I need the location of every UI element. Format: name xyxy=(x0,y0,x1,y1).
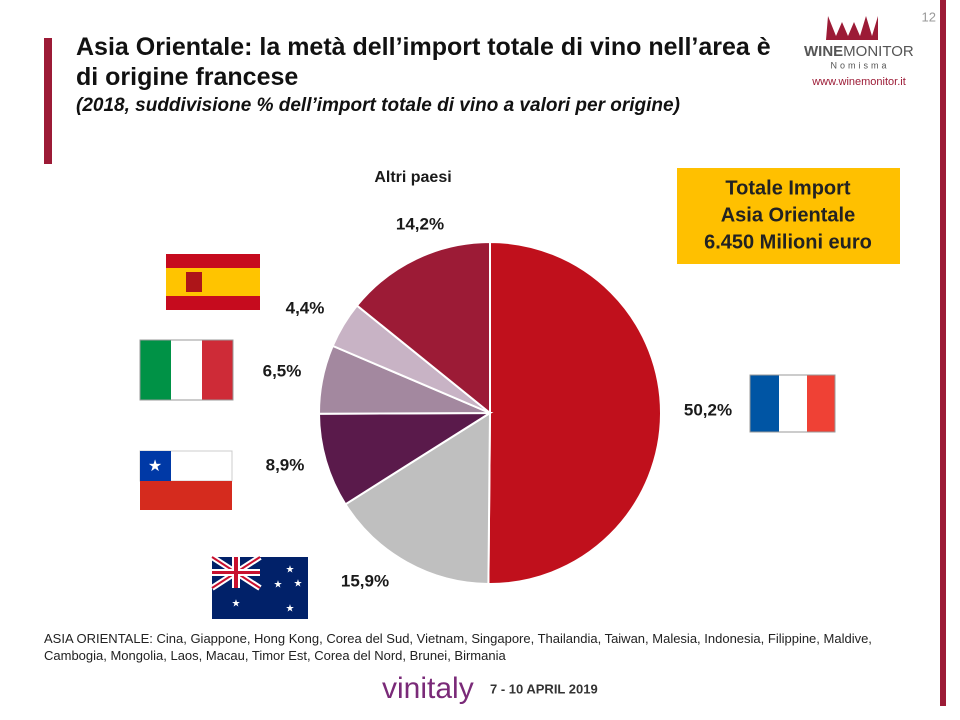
footnote-block: ASIA ORIENTALE: Cina, Giappone, Hong Kon… xyxy=(44,631,872,663)
info-line: Asia Orientale xyxy=(721,204,856,226)
footer-dates: 7 - 10 APRIL 2019 xyxy=(490,681,598,696)
svg-text:★: ★ xyxy=(286,604,295,615)
value-label: 8,9% xyxy=(266,455,305,474)
logo-url: www.winemonitor.it xyxy=(811,76,906,88)
logo-mark xyxy=(826,16,878,40)
footnote: Cina, Giappone, Hong Kong, Corea del Sud… xyxy=(44,631,872,663)
pie: 50,2% 15,9% 8,9% 6,5% 4,4% 14,2% Altri paesi xyxy=(263,169,732,590)
svg-text:★: ★ xyxy=(286,565,295,576)
flag-france xyxy=(749,374,836,433)
svg-text:★: ★ xyxy=(274,580,283,591)
value-label: 4,4% xyxy=(286,298,325,317)
value-label: 15,9% xyxy=(341,571,389,590)
svg-text:★: ★ xyxy=(148,458,162,475)
info-box xyxy=(677,168,900,264)
pie-slice xyxy=(317,411,494,506)
pie-slice xyxy=(344,411,492,586)
footnote-label: ASIA ORIENTALE: xyxy=(44,631,153,646)
footer-brand: vinitaly xyxy=(382,672,474,705)
logo-light: MONITOR xyxy=(843,43,914,60)
pie-slice xyxy=(487,240,663,585)
chart-subtitle: (2018, suddivisione % dell’import totale… xyxy=(76,95,680,116)
chart-title: Asia Orientale: la metà dell’import tota… xyxy=(76,33,771,91)
logo: WINEMONITOR Nomisma www.winemonitor.it xyxy=(804,16,914,88)
flag-italy xyxy=(139,339,234,401)
svg-text:★: ★ xyxy=(294,579,303,590)
info-line: Totale Import xyxy=(725,177,851,199)
flag-chile: ★ xyxy=(139,450,233,510)
info-line: 6.450 Milioni euro xyxy=(704,231,872,253)
logo-name: WINEMONITOR xyxy=(804,43,914,60)
value-label: 14,2% xyxy=(396,214,444,233)
right-rule xyxy=(940,0,946,706)
logo-sub: Nomisma xyxy=(830,60,889,70)
flag-australia: ★★★ ★★ xyxy=(210,554,308,619)
value-label: 50,2% xyxy=(684,400,732,419)
page-number: 12 xyxy=(922,9,936,24)
logo-bold: WINE xyxy=(804,43,843,60)
value-label: 6,5% xyxy=(263,361,302,380)
title-accent xyxy=(44,38,52,164)
title-block: Asia Orientale: la metà dell’import tota… xyxy=(76,33,771,116)
pie-slice xyxy=(355,240,491,416)
svg-text:★: ★ xyxy=(232,599,241,610)
flag-spain xyxy=(166,254,260,310)
category-label: Altri paesi xyxy=(374,169,451,186)
